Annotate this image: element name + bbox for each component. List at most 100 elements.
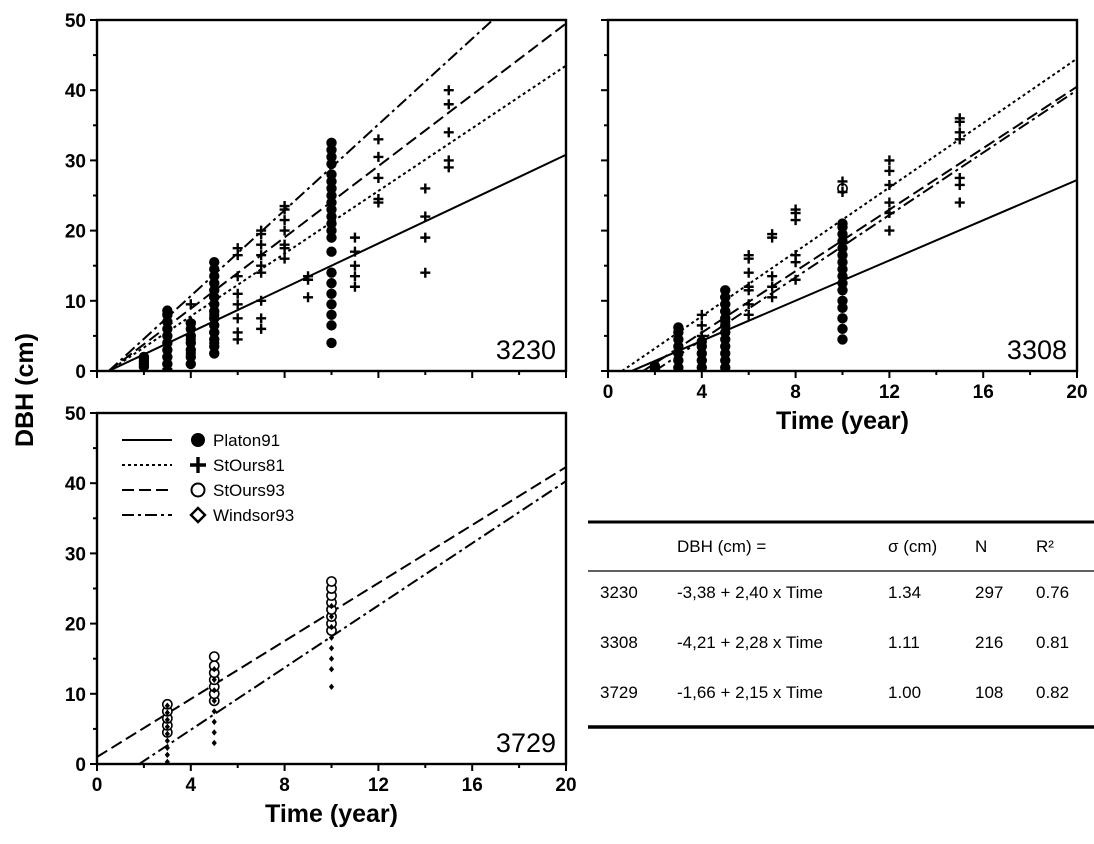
point-platon91 — [326, 278, 337, 289]
point-stours81 — [767, 271, 778, 282]
legend-marker — [190, 457, 206, 473]
point-platon91 — [837, 334, 848, 345]
point-stours81 — [349, 232, 360, 243]
line-stours93 — [642, 85, 1077, 371]
panel-3308: 0 4 8 12 16 20 Time (year) 3308 — [601, 18, 1088, 435]
y-tick-label: 20 — [65, 615, 86, 636]
point-stours81 — [743, 281, 754, 292]
x-axis-title: Time (year) — [776, 407, 909, 435]
point-stours81 — [790, 274, 801, 285]
panel-id-label: 3729 — [496, 728, 556, 758]
point-stours81 — [743, 267, 754, 278]
point-stours81 — [185, 348, 196, 359]
point-stours81 — [884, 208, 895, 219]
y-tick-label: 20 — [65, 222, 86, 243]
x-tick-label: 4 — [697, 382, 708, 403]
point-windsor93 — [164, 709, 170, 716]
point-windsor93 — [211, 729, 217, 736]
point-platon91 — [837, 295, 848, 306]
table-cell: 1.11 — [888, 633, 920, 652]
point-stours81 — [954, 172, 965, 183]
point-stours81 — [767, 292, 778, 303]
legend: Platon91 StOurs81 StOurs93 Windsor93 — [122, 431, 294, 525]
point-stours81 — [279, 225, 290, 236]
table-cell: 0.82 — [1036, 683, 1069, 702]
point-stours81 — [232, 243, 243, 254]
panel-id-label: 3230 — [496, 335, 556, 365]
data-points — [649, 113, 965, 371]
point-stours81 — [303, 292, 314, 303]
point-windsor93 — [211, 739, 217, 747]
point-stours81 — [279, 253, 290, 264]
point-platon91 — [326, 169, 337, 180]
point-platon91 — [162, 305, 173, 316]
table-cell: 3729 — [600, 683, 638, 702]
point-stours81 — [443, 99, 454, 110]
point-platon91 — [696, 336, 707, 347]
point-stours81 — [162, 351, 173, 362]
x-axis-title: Time (year) — [265, 800, 398, 828]
y-tick-label: 30 — [65, 544, 86, 565]
panel-3729: 0 10 20 30 40 50 0 4 8 12 16 20 Time (year) 3729 — [65, 404, 577, 828]
point-stours81 — [185, 334, 196, 345]
y-tick-label: 0 — [75, 755, 86, 776]
y-tick-label: 40 — [65, 81, 86, 102]
point-stours81 — [232, 313, 243, 324]
point-windsor93 — [328, 683, 335, 690]
x-tick-label: 20 — [555, 775, 576, 796]
point-stours81 — [837, 176, 848, 187]
point-windsor93 — [328, 644, 335, 652]
table-cell: -3,38 + 2,40 x Time — [677, 583, 823, 602]
point-stours81 — [837, 186, 848, 197]
point-stours81 — [373, 134, 384, 145]
point-stours81 — [420, 211, 431, 222]
point-stours93 — [326, 576, 337, 587]
regression-lines — [621, 57, 1077, 371]
point-stours81 — [743, 299, 754, 310]
point-platon91 — [326, 320, 337, 331]
point-stours81 — [373, 194, 384, 205]
point-windsor93 — [164, 744, 170, 752]
y-tick-label: 10 — [65, 685, 86, 706]
legend-marker — [189, 506, 207, 524]
y-tick-label: 50 — [65, 11, 86, 32]
point-stours81 — [256, 323, 267, 334]
point-windsor93 — [164, 758, 170, 764]
point-stours93 — [208, 651, 220, 662]
point-stours81 — [720, 316, 731, 327]
panel-3230: 0 10 20 30 40 50 3230 — [65, 11, 568, 383]
point-stours81 — [743, 309, 754, 320]
point-stours81 — [256, 295, 267, 306]
point-stours81 — [790, 250, 801, 261]
point-stours81 — [209, 309, 220, 320]
point-stours81 — [349, 281, 360, 292]
point-windsor93 — [164, 716, 170, 723]
table-header: DBH (cm) = — [677, 537, 766, 556]
point-platon91 — [326, 137, 337, 149]
point-windsor93 — [328, 602, 335, 610]
point-stours81 — [279, 215, 290, 226]
point-stours81 — [303, 271, 314, 282]
point-windsor93 — [328, 634, 335, 641]
point-stours81 — [420, 232, 431, 243]
point-platon91 — [209, 256, 220, 268]
x-tick-label: 20 — [1066, 382, 1087, 403]
x-tick-label: 16 — [973, 382, 994, 403]
point-stours81 — [884, 197, 895, 208]
legend-label: Windsor93 — [213, 506, 294, 525]
point-stours81 — [232, 327, 243, 338]
point-windsor93 — [328, 623, 335, 631]
point-stours81 — [954, 127, 965, 138]
table-cell: 1.34 — [888, 583, 921, 602]
table-header: R² — [1036, 537, 1054, 556]
point-windsor93 — [164, 751, 170, 759]
regression-table: DBH (cm) = σ (cm) N R² 3230 -3,38 + 2,40 x Ti… — [588, 520, 1094, 729]
legend-marker — [191, 433, 205, 447]
point-stours81 — [790, 204, 801, 215]
point-stours81 — [743, 250, 754, 261]
point-platon91 — [138, 351, 150, 363]
point-stours81 — [232, 288, 243, 299]
point-windsor93 — [211, 718, 217, 726]
point-windsor93 — [328, 209, 335, 217]
table-cell: 0.81 — [1036, 633, 1069, 652]
